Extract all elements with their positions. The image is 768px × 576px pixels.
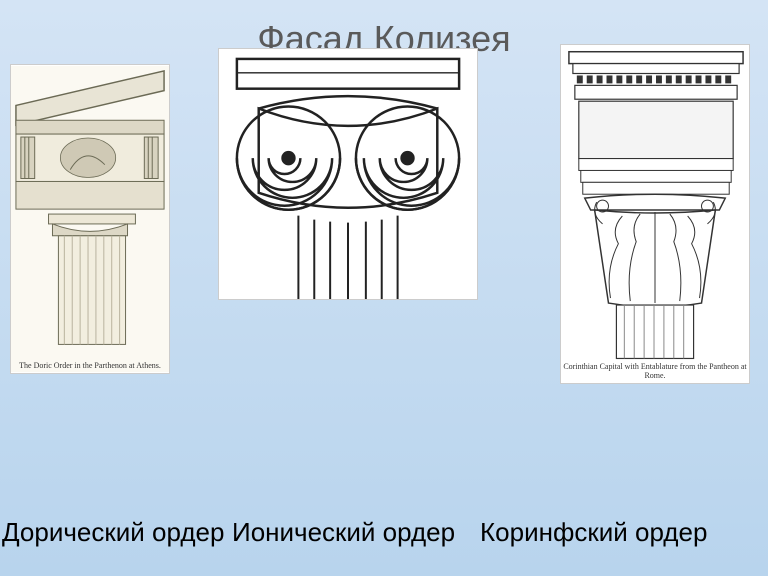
corinthian-label: Коринфский ордер [480,516,707,550]
doric-caption: The Doric Order in the Parthenon at Athe… [13,362,167,371]
ionic-illustration [219,49,477,299]
corinthian-figure: Corinthian Capital with Entablature from… [560,44,750,384]
doric-label: Дорический ордер [2,516,224,550]
corinthian-caption: Corinthian Capital with Entablature from… [563,363,747,381]
corinthian-illustration [561,45,749,383]
ionic-figure [218,48,478,300]
doric-illustration [11,65,169,373]
orders-row: The Doric Order in the Parthenon at Athe… [0,44,768,414]
doric-figure: The Doric Order in the Parthenon at Athe… [10,64,170,374]
ionic-label: Ионический ордер [232,516,455,550]
